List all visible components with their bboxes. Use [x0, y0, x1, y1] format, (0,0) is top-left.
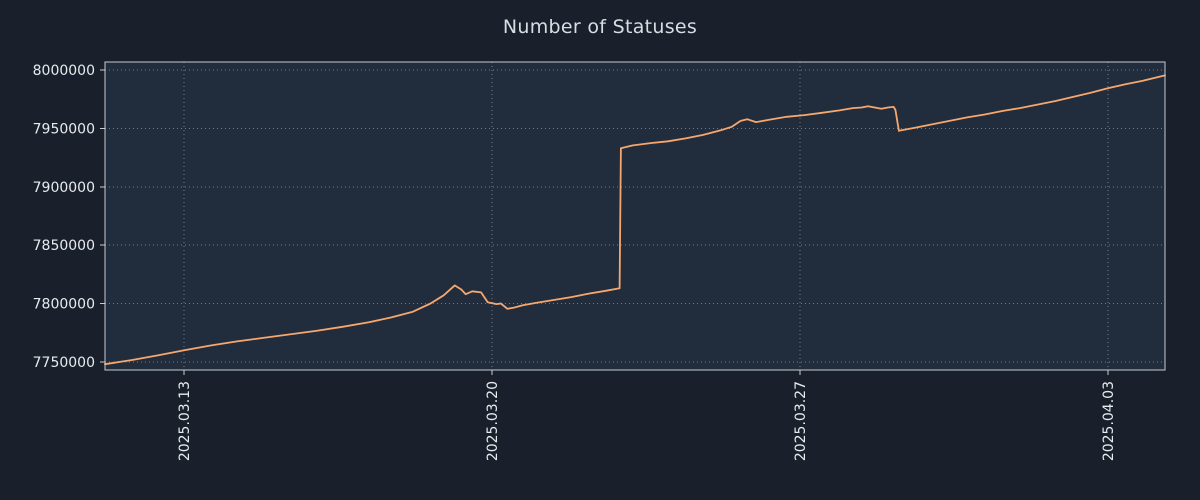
x-tick-label: 2025.03.13: [177, 381, 193, 461]
y-tick-label: 7750000: [33, 355, 95, 371]
grid-lines: [105, 62, 1165, 370]
tick-marks: [100, 69, 1109, 375]
plot-background: [105, 62, 1165, 370]
y-tick-label: 7850000: [33, 238, 95, 254]
x-tick-label: 2025.03.20: [485, 381, 501, 461]
y-axis-tick-labels: 7750000 7800000 7850000 7900000 7950000 80000…: [33, 63, 95, 371]
chart-title: Number of Statuses: [502, 16, 698, 38]
y-tick-label: 7950000: [33, 122, 95, 138]
y-tick-label: 7800000: [33, 297, 95, 313]
y-tick-label: 8000000: [33, 63, 95, 79]
y-tick-label: 7900000: [33, 180, 95, 196]
series-line-statuses: [104, 74, 1166, 366]
axes-spines: [104, 61, 1166, 371]
x-axis-tick-labels: 2025.03.13 2025.03.20 2025.03.27 2025.04.03: [177, 381, 1117, 461]
x-tick-label: 2025.04.03: [1101, 381, 1117, 461]
x-tick-label: 2025.03.27: [793, 381, 809, 461]
